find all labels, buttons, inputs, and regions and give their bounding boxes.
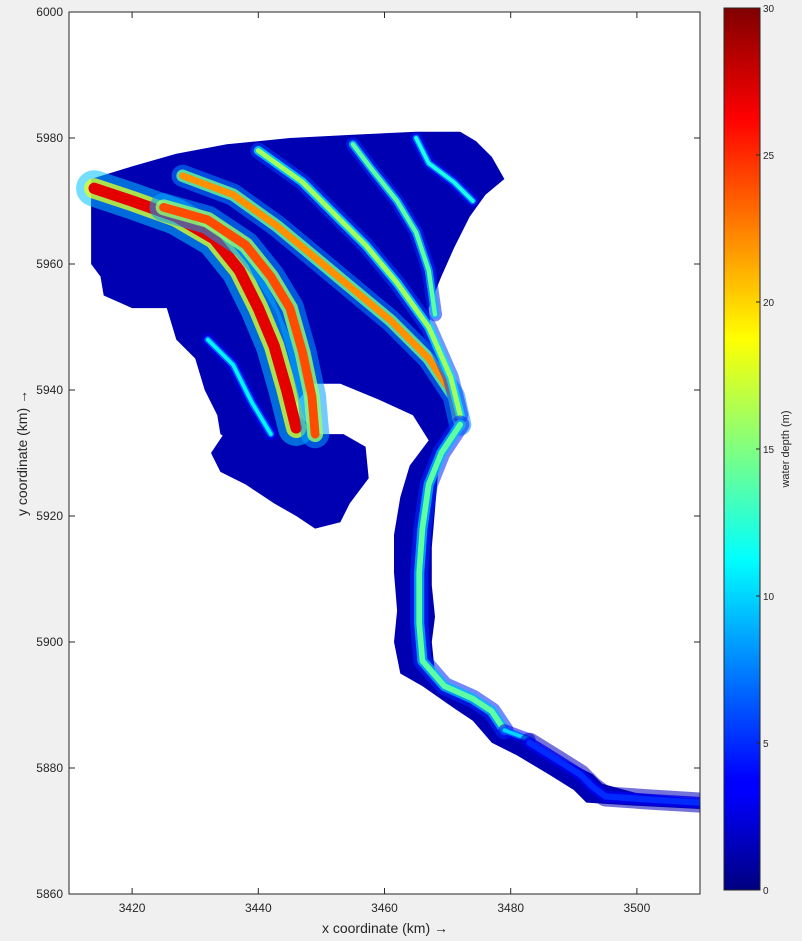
y-tick-label-6: 5980 xyxy=(36,131,63,145)
y-tick-label-1: 5880 xyxy=(36,761,63,775)
colorbar xyxy=(723,7,761,891)
x-tick-label-3: 3480 xyxy=(497,901,524,915)
y-tick-label-7: 6000 xyxy=(36,5,63,19)
channel-core-8 xyxy=(526,739,700,806)
channel-core-9 xyxy=(205,337,273,436)
y-axis-ticks: 5860 5880 5900 5920 5940 5960 5980 6000 xyxy=(36,5,700,901)
depth-map xyxy=(76,131,700,813)
colorbar-tick-label-2: 10 xyxy=(763,592,775,603)
colorbar-tick-label-5: 25 xyxy=(763,151,775,162)
y-tick-label-4: 5940 xyxy=(36,383,63,397)
colorbar-tick-label-3: 15 xyxy=(763,445,775,456)
colorbar-tick-label-1: 5 xyxy=(763,739,769,750)
y-tick-label-5: 5960 xyxy=(36,257,63,271)
colorbar-tick-label-6: 30 xyxy=(763,4,775,15)
colorbar-tick-label-0: 0 xyxy=(763,886,769,897)
x-tick-label-0: 3420 xyxy=(119,901,146,915)
channel-core-5 xyxy=(414,136,475,203)
colorbar-label: water depth (m) xyxy=(780,410,792,488)
y-tick-label-2: 5900 xyxy=(36,635,63,649)
x-axis-label: x coordinate (km) → xyxy=(322,920,448,936)
x-tick-label-4: 3500 xyxy=(624,901,651,915)
channel-core-3 xyxy=(255,148,463,418)
x-axis-ticks: 3420 3440 3460 3480 3500 xyxy=(119,12,651,915)
channel-core-0 xyxy=(88,182,302,434)
y-tick-label-0: 5860 xyxy=(36,887,63,901)
channel-core-1 xyxy=(159,202,320,439)
x-tick-label-2: 3460 xyxy=(371,901,398,915)
y-tick-label-3: 5920 xyxy=(36,509,63,523)
y-axis-label: y coordinate (km) → xyxy=(14,390,30,516)
colorbar-ticks: 0 5 10 15 20 25 30 xyxy=(756,4,775,897)
channel-core-4 xyxy=(350,142,438,317)
channel-core-6 xyxy=(416,421,508,734)
bay-shallow-area xyxy=(211,418,369,529)
x-tick-label-1: 3440 xyxy=(245,901,272,915)
colorbar-tick-label-4: 20 xyxy=(763,298,775,309)
